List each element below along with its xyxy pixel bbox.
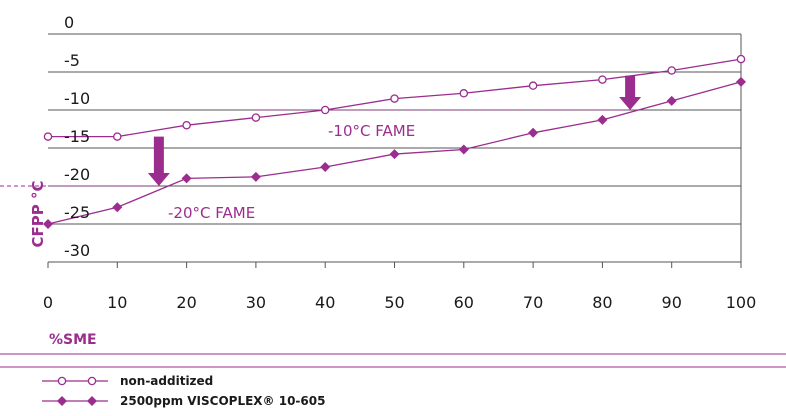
data-point — [113, 132, 122, 141]
data-point — [528, 127, 539, 138]
data-point — [736, 76, 746, 87]
chart-grid — [48, 33, 742, 263]
x-tick-labels: 0 10 20 30 40 50 60 70 80 90 100 — [43, 262, 756, 312]
down-arrow — [147, 136, 170, 186]
x-tick-label: 10 — [107, 293, 127, 312]
x-tick-label: 90 — [662, 293, 682, 312]
annotation-label: -10°C FAME — [328, 122, 415, 140]
data-point — [181, 173, 192, 184]
legend-marker — [87, 396, 97, 406]
y-tick-label: -5 — [64, 51, 80, 70]
data-point — [667, 66, 676, 75]
x-tick-label: 40 — [315, 293, 335, 312]
x-tick-label: 30 — [246, 293, 266, 312]
data-point — [251, 113, 261, 122]
arrows — [147, 75, 642, 186]
y-tick-label: -20 — [64, 165, 90, 184]
data-point — [528, 81, 538, 90]
x-axis-label: %SME — [49, 332, 97, 348]
legend: non-additized 2500ppm VISCOPLEX® 10-605 — [42, 374, 325, 408]
data-point — [459, 89, 469, 98]
y-tick-label: -30 — [64, 241, 90, 260]
y-tick-label: 0 — [64, 13, 74, 32]
data-point — [112, 202, 123, 213]
y-tick-label: -10 — [64, 89, 90, 108]
series-layer — [43, 54, 746, 229]
x-tick-label: 100 — [726, 293, 757, 312]
x-tick-label: 0 — [43, 293, 53, 312]
y-tick-label: -15 — [64, 127, 90, 146]
y-tick-labels: 0 -5 -10 -15 -20 -25 -30 — [64, 13, 90, 260]
x-tick-label: 20 — [176, 293, 196, 312]
data-point — [43, 132, 53, 141]
data-point — [250, 171, 261, 182]
reference-lines — [0, 109, 631, 187]
data-point — [666, 95, 677, 106]
legend-label: non-additized — [120, 374, 213, 388]
annotation-label: -20°C FAME — [168, 204, 255, 222]
y-tick-label: -25 — [64, 203, 90, 222]
y-axis-label: CFPP °C — [29, 181, 47, 248]
legend-marker — [57, 396, 67, 406]
data-point — [736, 54, 746, 64]
x-tick-label: 60 — [454, 293, 474, 312]
annotations: -10°C FAME -20°C FAME — [168, 122, 415, 222]
data-point — [182, 120, 191, 130]
x-tick-label: 80 — [592, 293, 612, 312]
data-point — [320, 105, 330, 115]
data-point — [458, 144, 469, 155]
data-point — [43, 219, 53, 229]
data-point — [390, 94, 399, 103]
legend-label: 2500ppm VISCOPLEX® 10-605 — [120, 394, 325, 408]
data-point — [389, 149, 400, 160]
down-arrow — [619, 75, 642, 110]
data-point — [597, 114, 608, 125]
x-tick-label: 50 — [384, 293, 404, 312]
x-tick-label: 70 — [523, 293, 543, 312]
data-point — [320, 162, 331, 172]
legend-marker — [87, 376, 97, 386]
legend-marker — [57, 376, 67, 386]
data-point — [598, 75, 607, 84]
